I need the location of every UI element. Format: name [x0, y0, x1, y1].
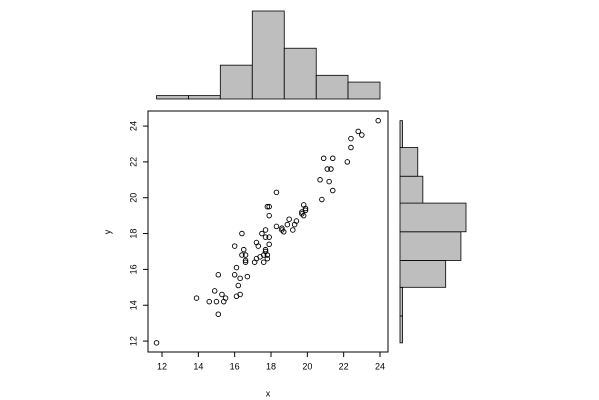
point: [330, 155, 336, 162]
point: [239, 252, 245, 258]
point: [293, 218, 300, 224]
point: [266, 241, 272, 248]
y-tick-label: 12: [128, 336, 138, 346]
point: [215, 311, 222, 317]
histogram-bar: [399, 231, 462, 261]
point: [290, 227, 296, 233]
x-tick-label: 12: [157, 361, 167, 371]
histogram-bar: [399, 147, 419, 177]
point: [244, 273, 251, 280]
point: [219, 291, 225, 298]
histogram-bar: [347, 81, 381, 100]
x-tick-label: 22: [339, 361, 349, 371]
point: [344, 159, 351, 165]
point: [302, 205, 309, 212]
point: [320, 155, 327, 162]
y-tick-label: 14: [128, 300, 138, 310]
point: [286, 216, 292, 222]
histogram-bar: [399, 315, 403, 344]
point: [359, 132, 365, 138]
point: [273, 223, 280, 230]
point: [348, 135, 354, 142]
y-tick-label: 22: [128, 157, 138, 167]
point: [324, 166, 331, 172]
histogram-bar: [399, 120, 403, 148]
point: [242, 257, 249, 264]
point: [266, 212, 272, 219]
x-tick-label: 20: [302, 361, 312, 371]
point: [273, 189, 280, 196]
point: [237, 291, 243, 298]
point: [375, 117, 381, 124]
histogram-bar: [399, 202, 467, 233]
point: [233, 264, 240, 271]
point: [231, 243, 238, 249]
histogram-bar: [219, 64, 253, 100]
histogram-bar: [399, 286, 403, 317]
point: [266, 203, 272, 210]
histogram-bar: [188, 95, 221, 100]
y-tick-label: 20: [128, 193, 138, 203]
point: [262, 227, 269, 233]
point: [348, 144, 354, 151]
x-axis-label: x: [266, 388, 271, 398]
point: [264, 255, 271, 262]
point: [330, 187, 336, 194]
point: [302, 207, 309, 214]
point: [237, 275, 243, 282]
histogram-bar: [315, 74, 349, 100]
point: [264, 252, 271, 258]
point: [255, 243, 262, 249]
point: [206, 298, 212, 305]
y-axis-label: y: [102, 229, 112, 234]
histogram-bar: [399, 260, 447, 288]
point: [235, 282, 242, 289]
point: [213, 298, 220, 305]
point: [211, 288, 218, 294]
y-tick-label: 18: [128, 229, 138, 239]
point: [355, 128, 361, 135]
plot-frame: [147, 110, 389, 353]
x-tick-label: 24: [375, 361, 385, 371]
point: [240, 246, 247, 253]
point: [326, 178, 332, 185]
point: [319, 196, 325, 203]
x-tick-label: 16: [230, 361, 240, 371]
x-tick-label: 18: [266, 361, 276, 371]
point: [153, 340, 160, 346]
point: [259, 230, 265, 237]
y-tick-label: 16: [128, 264, 138, 274]
point: [262, 246, 269, 253]
histogram-bar: [283, 47, 317, 100]
point: [231, 272, 238, 278]
histogram-bar: [399, 175, 424, 204]
point: [239, 230, 245, 237]
point: [284, 221, 291, 228]
point: [328, 166, 334, 172]
point: [300, 212, 307, 219]
point: [280, 229, 287, 235]
point: [193, 295, 200, 301]
y-tick-label: 24: [128, 121, 138, 131]
x-tick-label: 14: [193, 361, 203, 371]
point: [242, 252, 249, 258]
point: [266, 234, 272, 240]
point: [264, 203, 271, 210]
point: [260, 259, 267, 265]
point: [317, 177, 323, 183]
point: [215, 272, 222, 278]
histogram-bar: [251, 10, 285, 100]
point: [242, 259, 249, 265]
histogram-bar: [156, 95, 189, 100]
point: [262, 234, 269, 240]
point: [222, 295, 229, 301]
